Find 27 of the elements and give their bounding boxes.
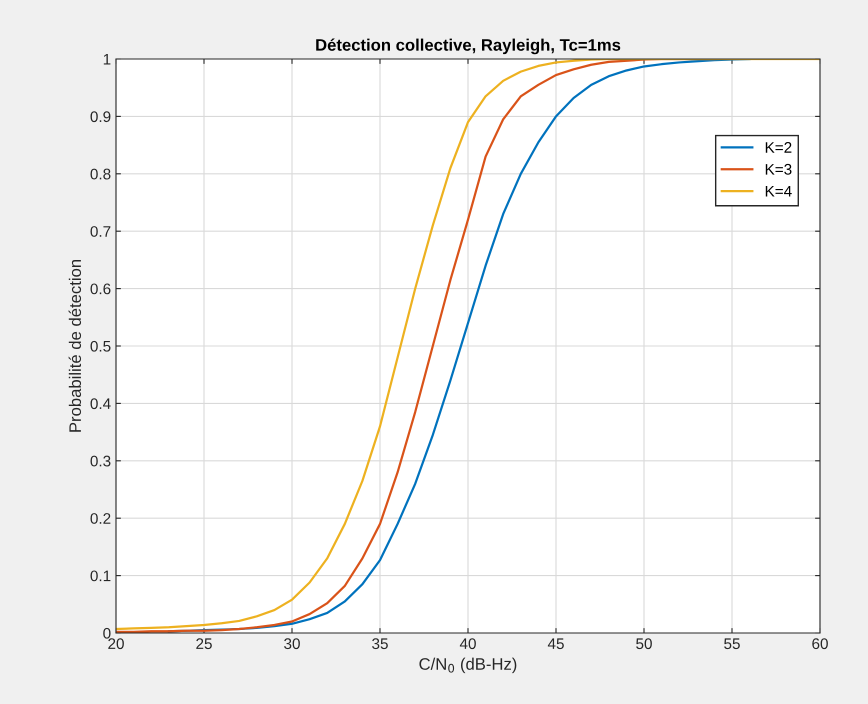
x-tick-label: 60 bbox=[812, 638, 828, 650]
x-tick-label: 40 bbox=[460, 638, 476, 650]
x-tick-label: 25 bbox=[196, 638, 212, 650]
y-tick-label: 0.7 bbox=[90, 226, 110, 237]
y-axis-title: Probabilité de détection bbox=[68, 260, 82, 432]
x-tick-label: 20 bbox=[108, 638, 124, 650]
y-tick-label: 0.5 bbox=[90, 340, 110, 352]
y-tick-label: 0.3 bbox=[90, 456, 110, 466]
line-series bbox=[116, 59, 820, 630]
legend-label: K=3 bbox=[766, 164, 792, 175]
y-tick-label: 0.8 bbox=[90, 168, 110, 180]
legend-label: K=2 bbox=[766, 142, 792, 153]
x-tick-label: 35 bbox=[372, 638, 388, 650]
y-tick-label: 0.9 bbox=[90, 111, 110, 122]
legend-label: K=4 bbox=[766, 186, 792, 196]
y-tick-label: 0.4 bbox=[90, 398, 111, 410]
chart-title: Détection collective, Rayleigh, Tc=1ms bbox=[316, 38, 620, 54]
y-tick-label: 0.6 bbox=[90, 283, 110, 294]
x-tick-label: 55 bbox=[724, 638, 740, 650]
x-tick-label: 50 bbox=[636, 638, 652, 650]
y-tick-label: 1 bbox=[104, 54, 110, 65]
x-tick-label: 30 bbox=[284, 638, 300, 650]
x-tick-label: 45 bbox=[548, 638, 564, 650]
x-axis-title: C/N$_{0}$ (dB-Hz) bbox=[419, 658, 516, 674]
y-tick-label: 0.2 bbox=[90, 513, 110, 524]
y-tick-label: 0.1 bbox=[90, 570, 110, 582]
y-tick-label: 0 bbox=[103, 628, 111, 639]
